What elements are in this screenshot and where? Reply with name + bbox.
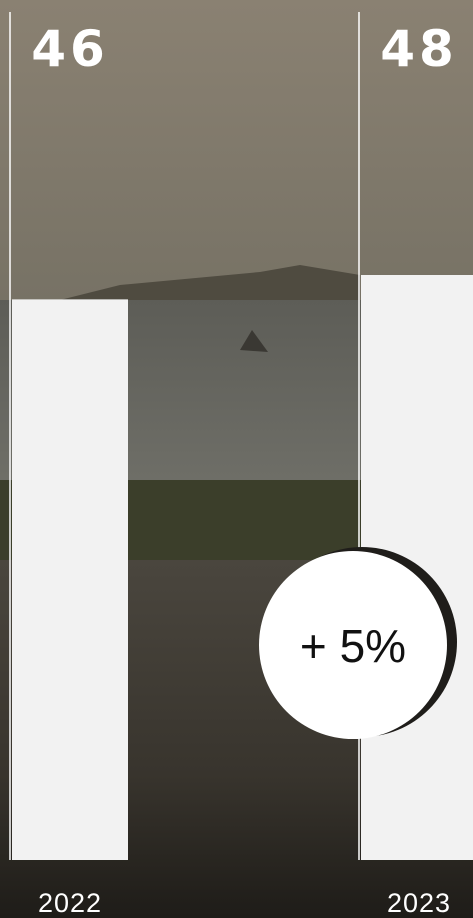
value-label: 46 (31, 20, 109, 78)
annotation-text: + 5% (300, 620, 406, 672)
x-tick-label: 2023 (387, 888, 451, 918)
page: 462022482023 + 5% (() => { const data = … (0, 0, 473, 918)
bar (12, 299, 128, 860)
chart: 46 2022 48 2023 + 5% (0, 0, 473, 918)
x-tick-label: 2022 (38, 888, 102, 918)
value-label: 48 (380, 20, 458, 78)
